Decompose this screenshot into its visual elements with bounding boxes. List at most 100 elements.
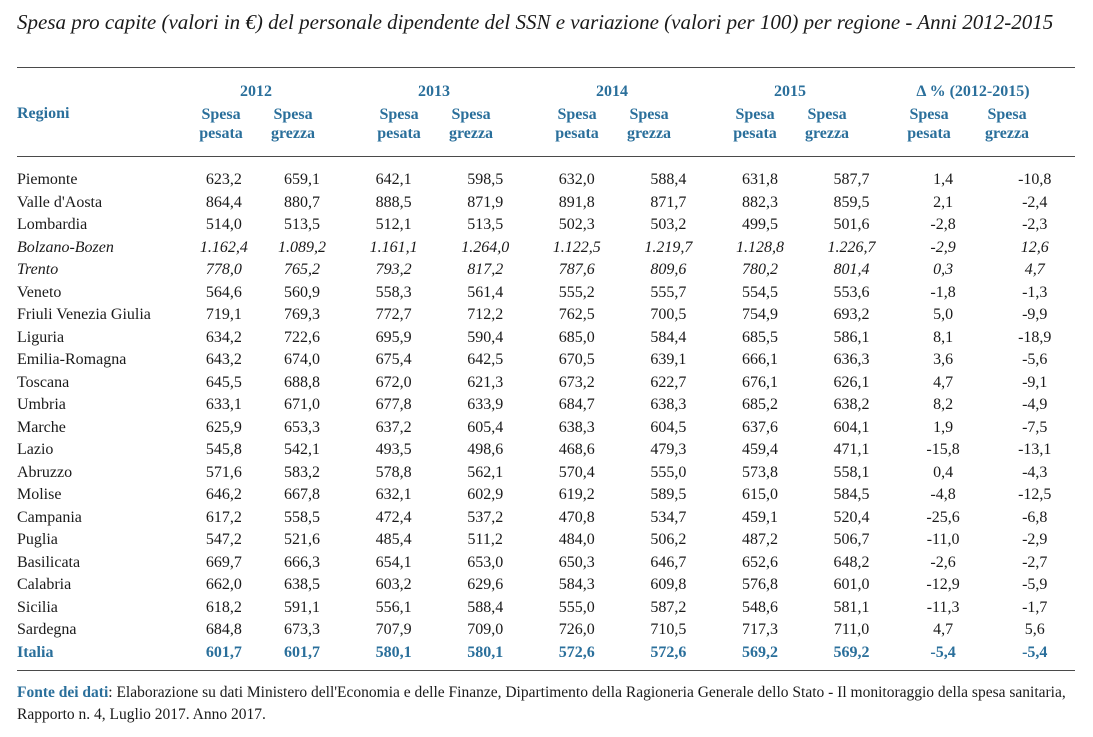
value-cell: 584,4 (650, 328, 687, 346)
region-name: Sardegna (17, 621, 77, 638)
value-cell: 638,3 (650, 396, 687, 413)
value-cell: 615,0 (741, 486, 778, 503)
value-cell: 769,3 (284, 306, 321, 323)
value-cell: -9,1 (1022, 373, 1048, 391)
value-cell: 623,2 (205, 171, 242, 188)
region-name: Campania (17, 508, 82, 526)
value-cell: 634,2 (205, 328, 242, 346)
value-cell: -10,8 (1018, 171, 1052, 188)
value-cell: 677,8 (375, 396, 412, 413)
value-cell: 817,2 (467, 261, 504, 278)
table-row: Liguria 634,2 722,6 695,9 590,4 685,0 584,4 685… (17, 327, 1077, 350)
value-cell: 652,6 (741, 553, 778, 571)
value-cell: 5,0 (933, 306, 954, 323)
value-cell: 493,5 (375, 441, 412, 458)
value-cell: 639,1 (650, 351, 687, 368)
value-cell: 1.264,0 (461, 238, 510, 256)
value-cell: 8,1 (933, 328, 954, 346)
value-cell: 882,3 (741, 193, 778, 211)
subheader-line: grezza (448, 125, 494, 142)
value-cell: 520,4 (833, 508, 870, 526)
value-cell: 470,8 (558, 508, 595, 526)
region-name: Veneto (17, 283, 62, 301)
value-cell: 717,3 (741, 621, 778, 638)
header-year-2012: 2012 (240, 83, 272, 100)
value-cell: 587,2 (650, 598, 687, 616)
value-cell: 787,6 (558, 261, 595, 278)
table-row: Piemonte 623,2 659,1 642,1 598,5 632,0 588,4 63… (17, 169, 1077, 192)
region-name: Piemonte (17, 171, 78, 188)
value-cell: 653,0 (467, 553, 504, 571)
value-cell: 487,2 (741, 531, 778, 548)
region-name: Emilia-Romagna (17, 351, 127, 368)
value-cell: 642,1 (375, 171, 412, 188)
value-cell: 601,7 (284, 643, 321, 661)
value-cell: 4,7 (933, 621, 954, 638)
region-name: Valle d'Aosta (17, 193, 103, 211)
region-name: Abruzzo (17, 463, 73, 481)
value-cell: -12,5 (1018, 486, 1052, 503)
table-row: Valle d'Aosta 864,4 880,7 888,5 871,9 891,8 87… (17, 192, 1077, 215)
value-cell: 501,6 (833, 216, 870, 233)
value-cell: 555,2 (558, 283, 595, 301)
subheader-line: Spesa (451, 106, 491, 123)
value-cell: 564,6 (205, 283, 242, 301)
bottom-rule (17, 670, 1075, 671)
value-cell: 891,8 (558, 193, 595, 211)
value-cell: 591,1 (284, 598, 321, 616)
subheader-line: pesata (907, 125, 951, 142)
value-cell: 762,5 (558, 306, 595, 323)
region-name: Friuli Venezia Giulia (17, 306, 151, 323)
subheader-line: Spesa (735, 106, 775, 123)
table-row: Puglia 547,2 521,6 485,4 511,2 484,0 506,2 487,… (17, 529, 1077, 552)
value-cell: 589,5 (650, 486, 687, 503)
value-cell: 654,1 (375, 553, 412, 571)
value-cell: 605,4 (467, 418, 504, 436)
table-row: Basilicata 669,7 666,3 654,1 653,0 650,3 646,7… (17, 552, 1077, 575)
value-cell: 711,0 (833, 621, 870, 638)
value-cell: 669,7 (205, 553, 242, 571)
region-name: Calabria (17, 576, 72, 593)
value-cell: 659,1 (284, 171, 321, 188)
total-row: Italia 601,7 601,7 580,1 580,1 572,6 572,6 569,… (17, 642, 1077, 665)
value-cell: 569,2 (833, 643, 870, 661)
value-cell: 672,0 (375, 373, 412, 391)
value-cell: 498,6 (467, 441, 504, 458)
header-year-2014: 2014 (596, 83, 628, 100)
value-cell: 558,3 (375, 283, 412, 301)
value-cell: 1,4 (933, 171, 954, 188)
table-title: Spesa pro capite (valori in €) del perso… (17, 10, 1054, 34)
value-cell: 632,1 (375, 486, 412, 503)
value-cell: 572,6 (650, 643, 687, 661)
value-cell: 726,0 (558, 621, 595, 638)
value-cell: 637,6 (741, 418, 778, 436)
value-cell: 4,7 (933, 373, 954, 391)
region-name: Italia (17, 643, 54, 661)
value-cell: 598,5 (467, 171, 504, 188)
table-row: Emilia-Romagna 643,2 674,0 675,4 642,5 670,5 6… (17, 349, 1077, 372)
source-note: Fonte dei dati: Elaborazione su dati Min… (17, 682, 1079, 726)
value-cell: 499,5 (741, 216, 778, 233)
region-name: Marche (17, 418, 66, 436)
value-cell: 602,9 (467, 486, 504, 503)
source-label: Fonte dei dati (17, 684, 109, 701)
subheader-line: Spesa (987, 106, 1027, 123)
value-cell: -12,9 (926, 576, 960, 593)
value-cell: 513,5 (467, 216, 504, 233)
value-cell: 479,3 (650, 441, 687, 458)
value-cell: 601,0 (833, 576, 870, 593)
value-cell: 617,2 (205, 508, 242, 526)
value-cell: 633,9 (467, 396, 504, 413)
value-cell: 801,4 (833, 261, 870, 278)
value-cell: 642,5 (467, 351, 504, 368)
value-cell: -2,8 (930, 216, 956, 233)
region-name: Liguria (17, 328, 65, 346)
value-cell: 637,2 (375, 418, 412, 436)
value-cell: 503,2 (650, 216, 687, 233)
data-table: Piemonte 623,2 659,1 642,1 598,5 632,0 588,4 63… (17, 169, 1077, 664)
value-cell: 1.226,7 (827, 238, 876, 256)
value-cell: 772,7 (375, 306, 412, 323)
subheader-spesa-grezza: Spesa grezza (258, 105, 328, 143)
value-cell: 859,5 (833, 193, 870, 211)
table-row: Bolzano-Bozen 1.162,4 1.089,2 1.161,1 1.264,… (17, 237, 1077, 260)
